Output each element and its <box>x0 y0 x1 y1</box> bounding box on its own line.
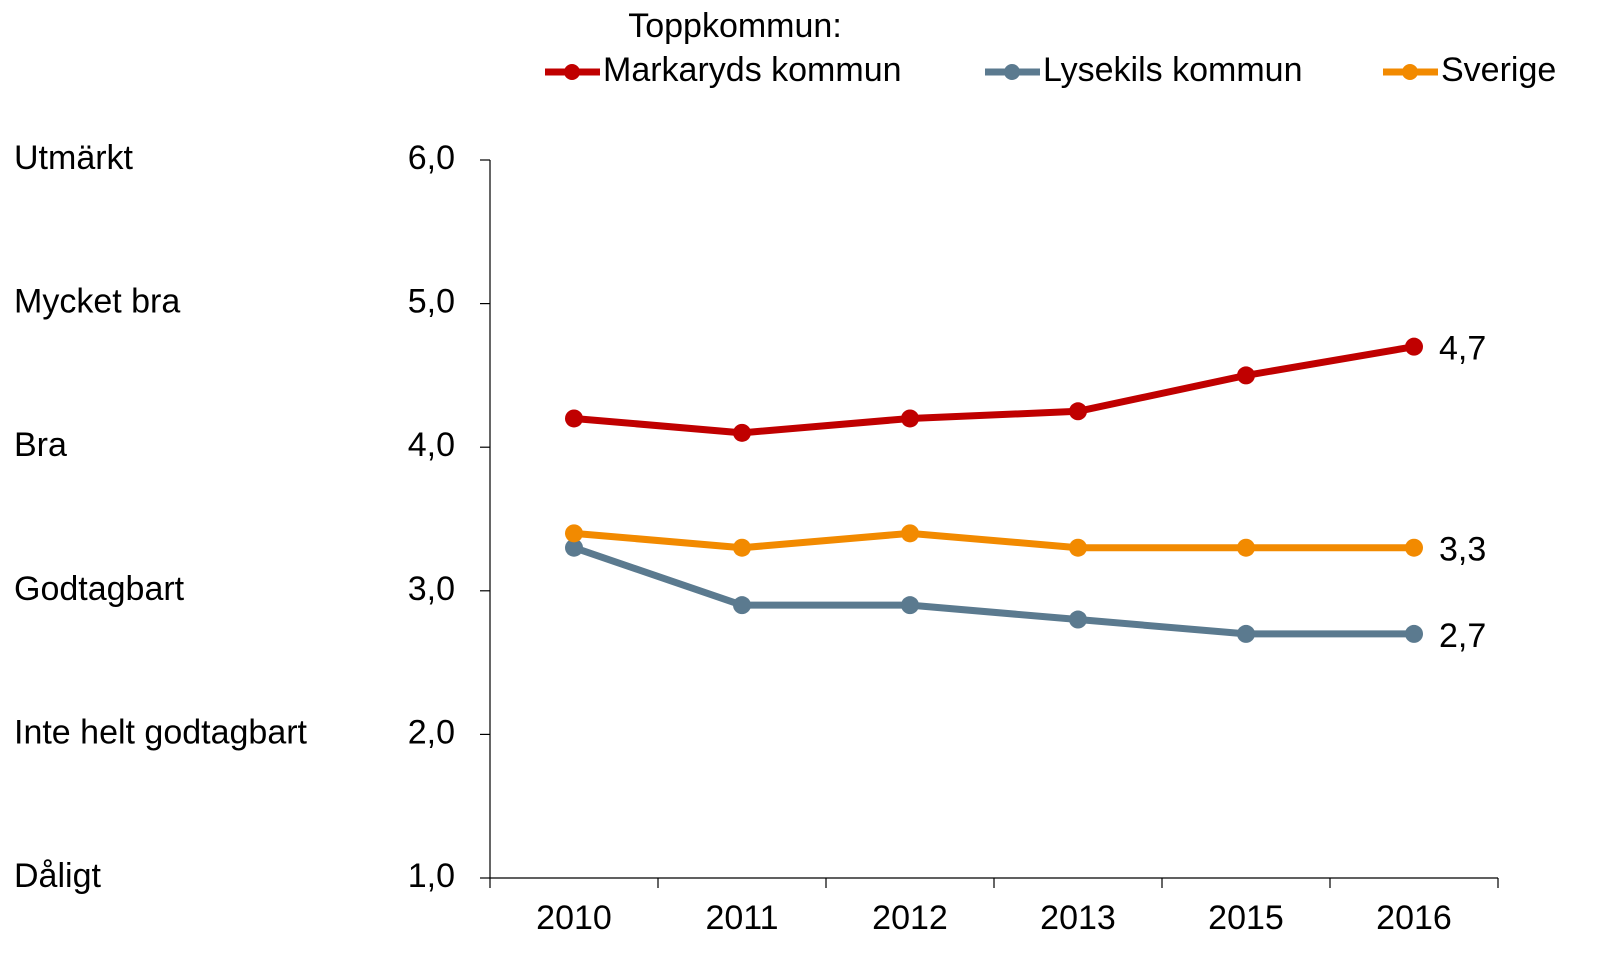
y-tick-description: Inte helt godtagbart <box>14 713 308 751</box>
y-tick-description: Bra <box>14 426 67 464</box>
data-point <box>901 524 919 543</box>
data-point <box>1237 366 1255 385</box>
legend-label: Sverige <box>1441 51 1556 89</box>
series-line <box>573 529 1414 552</box>
series-line <box>572 544 1414 638</box>
data-point <box>1069 402 1087 421</box>
y-tick-description: Godtagbart <box>14 570 185 608</box>
y-tick-label: 1,0 <box>408 857 455 895</box>
y-tick-description: Mycket bra <box>14 283 180 321</box>
data-label: 4,7 <box>1439 330 1486 368</box>
x-tick-label: 2010 <box>536 899 612 937</box>
x-tick-label: 2013 <box>1040 899 1116 937</box>
legend-marker <box>1004 64 1020 80</box>
y-tick-label: 2,0 <box>408 713 455 751</box>
legend-title: Toppkommun: <box>628 7 842 45</box>
data-label: 3,3 <box>1439 531 1486 569</box>
x-tick-label: 2015 <box>1208 899 1284 937</box>
legend-label: Markaryds kommun <box>603 51 902 89</box>
data-point <box>565 524 583 543</box>
x-tick-label: 2016 <box>1376 899 1452 937</box>
data-point <box>1405 624 1423 643</box>
data-point <box>901 409 919 428</box>
legend-label: Lysekils kommun <box>1043 51 1302 89</box>
y-tick-description: Dåligt <box>14 857 101 895</box>
data-point <box>901 596 919 615</box>
data-point <box>733 596 751 615</box>
y-tick-label: 6,0 <box>408 139 455 177</box>
data-point <box>1405 337 1423 356</box>
data-label: 2,7 <box>1439 617 1486 655</box>
data-point <box>1405 538 1423 557</box>
data-point <box>733 538 751 557</box>
data-point <box>1237 538 1255 557</box>
series-line <box>573 343 1415 437</box>
legend-marker <box>1402 64 1418 80</box>
y-tick-label: 5,0 <box>408 283 455 321</box>
x-tick-label: 2012 <box>872 899 948 937</box>
data-point <box>1237 624 1255 643</box>
data-point <box>1069 610 1087 629</box>
data-point <box>565 409 583 428</box>
data-point <box>565 538 583 557</box>
y-tick-label: 4,0 <box>408 426 455 464</box>
x-tick-label: 2011 <box>705 899 778 937</box>
y-tick-label: 3,0 <box>408 570 455 608</box>
data-point <box>733 423 751 442</box>
legend-marker <box>564 64 580 80</box>
data-point <box>1069 538 1087 557</box>
y-tick-description: Utmärkt <box>14 139 134 177</box>
